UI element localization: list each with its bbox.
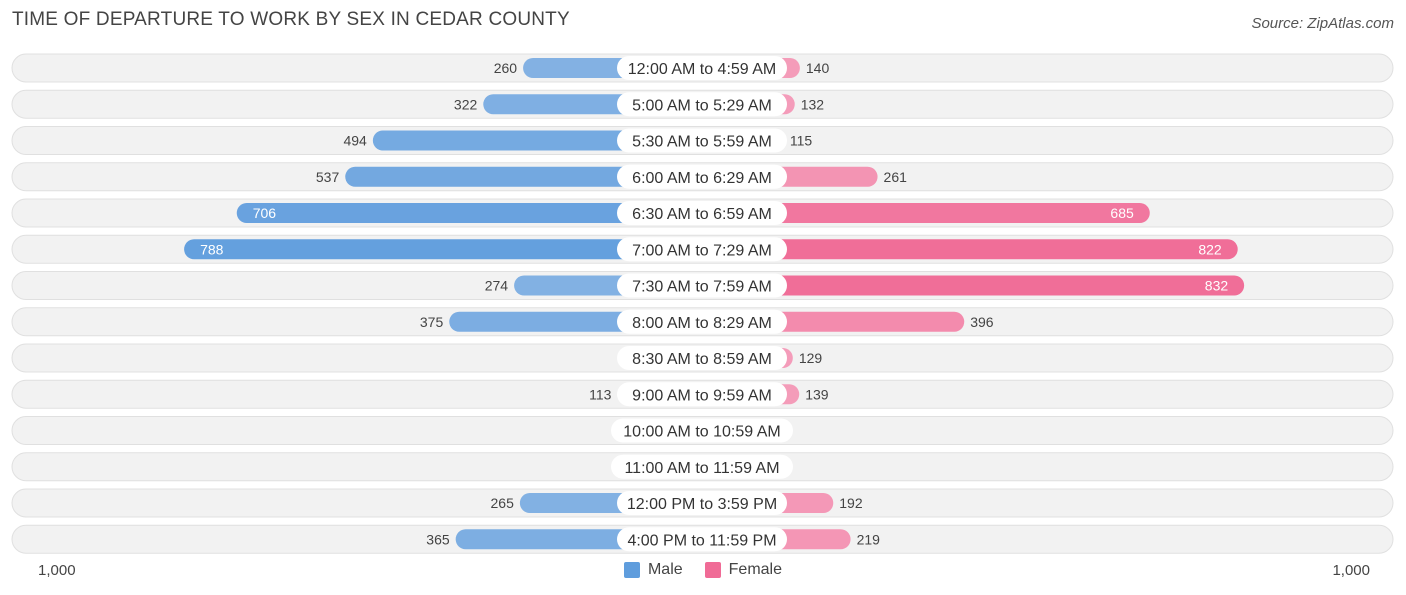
category-pill <box>617 527 787 552</box>
row-9: 113 139 9:00 AM to 9:59 AM <box>11 379 1394 409</box>
value-label-male: 494 <box>343 133 367 149</box>
row-6: 274 832 7:30 AM to 7:59 AM <box>11 271 1394 300</box>
value-label-male: 113 <box>589 386 612 402</box>
value-label-male: 706 <box>253 205 277 221</box>
row-4: 706 685 6:30 AM to 6:59 AM <box>11 198 1394 228</box>
legend-item-female[interactable]: Female <box>704 561 783 579</box>
value-label-female: 192 <box>839 495 863 511</box>
category-label: 11:00 AM to 11:59 AM <box>624 460 779 477</box>
legend-label-female: Female <box>728 561 783 578</box>
bar-female[interactable] <box>700 275 1245 296</box>
row-12: 265 192 12:00 PM to 3:59 PM <box>11 488 1394 518</box>
value-label-female: 685 <box>1110 205 1134 221</box>
value-label-female: 219 <box>857 531 881 547</box>
category-label: 5:00 AM to 5:29 AM <box>632 97 772 114</box>
legend-item-male[interactable]: Male <box>623 561 683 579</box>
value-label-male: 537 <box>316 169 340 185</box>
category-pill <box>617 56 787 80</box>
legend-label-male: Male <box>647 561 683 578</box>
category-label: 7:00 AM to 7:29 AM <box>632 242 772 259</box>
value-label-female: 832 <box>1205 278 1229 294</box>
value-label-female: 115 <box>790 133 813 149</box>
category-pill <box>617 309 787 334</box>
value-label-male: 274 <box>485 278 509 294</box>
category-pill <box>617 382 787 407</box>
category-pill <box>617 92 787 117</box>
category-label: 8:00 AM to 8:29 AM <box>632 315 772 332</box>
row-5: 788 822 7:00 AM to 7:29 AM <box>11 234 1394 264</box>
category-label: 5:30 AM to 5:59 AM <box>632 134 772 151</box>
value-label-male: 365 <box>426 531 450 547</box>
chart-title: TIME OF DEPARTURE TO WORK BY SEX IN CEDA… <box>12 9 570 30</box>
category-label: 12:00 PM to 3:59 PM <box>627 496 777 513</box>
value-label-female: 132 <box>801 96 825 112</box>
value-label-female: 261 <box>884 169 908 185</box>
row-13: 365 219 4:00 PM to 11:59 PM <box>11 524 1394 554</box>
row-0: 260 140 12:00 AM to 4:59 AM <box>11 53 1394 83</box>
legend-swatch-female <box>704 562 721 578</box>
legend: Male Female <box>0 561 1406 579</box>
category-label: 6:00 AM to 6:29 AM <box>632 170 772 187</box>
axis-right-label: 1,000 <box>1332 562 1370 579</box>
value-label-female: 129 <box>799 350 823 366</box>
category-pill <box>617 273 787 298</box>
row-11: 43411:00 AM to 11:59 AM <box>11 452 1394 482</box>
value-label-female: 396 <box>970 314 994 330</box>
category-label: 7:30 AM to 7:59 AM <box>632 279 772 296</box>
category-pill <box>617 346 787 370</box>
axis-left-label: 1,000 <box>38 562 76 579</box>
value-label-female: 140 <box>806 60 830 76</box>
bar-male[interactable] <box>236 203 701 223</box>
category-pill <box>611 454 793 479</box>
row-2: 494 115 5:30 AM to 5:59 AM <box>11 126 1394 155</box>
value-label-male: 260 <box>494 60 518 76</box>
value-label-female: 139 <box>805 386 829 402</box>
row-8: 471298:30 AM to 8:59 AM <box>11 343 1394 373</box>
bar-male[interactable] <box>345 166 700 187</box>
legend-swatch-male <box>623 562 640 578</box>
category-label: 9:00 AM to 9:59 AM <box>632 387 772 404</box>
category-pill <box>617 491 787 515</box>
category-pill <box>611 418 793 443</box>
row-1: 322 132 5:00 AM to 5:29 AM <box>11 89 1394 119</box>
category-label: 6:30 AM to 6:59 AM <box>632 206 772 223</box>
bar-female[interactable] <box>700 203 1150 223</box>
row-3: 537 261 6:00 AM to 6:29 AM <box>11 162 1394 192</box>
category-pill <box>617 237 787 262</box>
category-label: 4:00 PM to 11:59 PM <box>627 532 776 549</box>
source-credit: Source: ZipAtlas.com <box>1251 15 1394 32</box>
category-pill <box>617 164 787 189</box>
category-label: 8:30 AM to 8:59 AM <box>632 351 772 368</box>
bar-male[interactable] <box>184 239 700 260</box>
category-pill <box>617 201 787 225</box>
value-label-male: 788 <box>200 241 224 257</box>
value-label-male: 375 <box>420 314 444 330</box>
value-label-male: 322 <box>454 96 478 112</box>
category-label: 12:00 AM to 4:59 AM <box>628 61 777 78</box>
value-label-female: 822 <box>1198 241 1222 257</box>
bar-female[interactable] <box>700 239 1238 260</box>
value-label-male: 265 <box>491 495 515 511</box>
category-label: 10:00 AM to 10:59 AM <box>623 424 780 441</box>
row-7: 375 396 8:00 AM to 8:29 AM <box>11 307 1394 337</box>
category-pill <box>617 128 787 153</box>
row-10: 396810:00 AM to 10:59 AM <box>11 416 1394 445</box>
